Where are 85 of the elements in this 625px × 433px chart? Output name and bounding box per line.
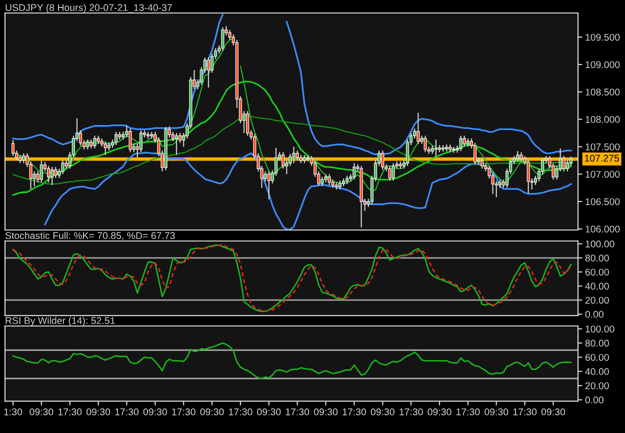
y-tick-label: 60.00 bbox=[585, 354, 609, 361]
candlestick bbox=[104, 140, 107, 156]
y-tick-label: 40.00 bbox=[585, 282, 609, 290]
candlestick bbox=[388, 165, 392, 182]
candlestick bbox=[22, 152, 26, 164]
x-tick-label: 17:30 bbox=[456, 408, 480, 416]
x-tick-label: 09:30 bbox=[200, 408, 224, 416]
candlestick bbox=[520, 152, 523, 162]
y-tick-label: 0.00 bbox=[585, 310, 604, 318]
candlestick bbox=[320, 176, 324, 187]
y-tick-label: 100.00 bbox=[586, 326, 614, 332]
candlestick bbox=[50, 166, 54, 186]
candlestick bbox=[93, 135, 96, 149]
candlestick bbox=[206, 56, 210, 88]
candlestick bbox=[462, 135, 466, 148]
candlestick bbox=[11, 140, 15, 157]
x-tick-label: 09:30 bbox=[314, 408, 338, 416]
y-tick-label: 108.000 bbox=[586, 116, 620, 123]
candlestick bbox=[381, 150, 384, 170]
candlestick bbox=[459, 135, 462, 152]
chart-title: RSI By Wilder (14): 52.51 bbox=[6, 316, 115, 326]
x-tick-label: 1:30 bbox=[4, 408, 22, 416]
candlestick bbox=[473, 142, 477, 166]
y-tick-label: 107.000 bbox=[586, 170, 620, 178]
y-tick-label: 106.000 bbox=[586, 226, 620, 233]
y-tick-label: 100.00 bbox=[586, 240, 614, 248]
candlestick bbox=[480, 157, 484, 170]
y-tick-label: 80.00 bbox=[585, 340, 609, 347]
candlestick bbox=[296, 150, 299, 161]
x-tick-label: 09:30 bbox=[370, 408, 394, 416]
chart-title: USDJPY (8 Hours) 20-07-21_13-40-37 bbox=[6, 4, 172, 13]
ref-line-label: 107.275 bbox=[584, 154, 619, 162]
candlestick bbox=[86, 139, 90, 150]
candlestick bbox=[114, 131, 118, 146]
y-tick-label: 0.00 bbox=[585, 396, 604, 404]
chart-title: Stochastic Full: %K= 70.85, %D= 67.73 bbox=[5, 232, 175, 240]
candlestick bbox=[526, 158, 530, 194]
x-tick-label: 17:30 bbox=[229, 408, 252, 416]
y-tick-label: 108.500 bbox=[586, 88, 620, 96]
x-tick-label: 17:30 bbox=[172, 408, 196, 416]
candlestick bbox=[328, 174, 331, 186]
candlestick bbox=[267, 170, 270, 200]
x-tick-label: 17:30 bbox=[115, 408, 139, 416]
candlestick bbox=[434, 139, 438, 157]
y-tick-label: 106.500 bbox=[586, 198, 620, 206]
candlestick bbox=[352, 162, 356, 180]
candlestick bbox=[264, 170, 267, 182]
candlestick bbox=[221, 26, 224, 52]
candlestick bbox=[128, 128, 132, 153]
candlestick bbox=[246, 110, 250, 136]
x-tick-label: 17:30 bbox=[286, 408, 310, 416]
candlestick bbox=[416, 112, 420, 145]
y-tick-label: 80.00 bbox=[585, 254, 609, 262]
candlestick bbox=[424, 135, 427, 153]
candlestick bbox=[516, 150, 520, 162]
candlestick bbox=[292, 146, 296, 164]
x-tick-label: 09:30 bbox=[30, 408, 54, 416]
x-tick-label: 09:30 bbox=[257, 408, 281, 416]
x-tick-label: 17:30 bbox=[342, 408, 366, 416]
candlestick bbox=[392, 162, 395, 182]
x-tick-label: 09:30 bbox=[541, 408, 566, 416]
y-tick-label: 60.00 bbox=[585, 268, 609, 276]
candlestick bbox=[174, 132, 178, 156]
y-tick-label: 20.00 bbox=[585, 382, 609, 390]
x-tick-label: 17:30 bbox=[513, 408, 537, 416]
y-tick-label: 109.000 bbox=[586, 61, 620, 68]
candlestick bbox=[452, 146, 456, 154]
y-tick-label: 40.00 bbox=[585, 368, 609, 376]
candlestick bbox=[562, 155, 566, 172]
x-tick-label: 17:30 bbox=[58, 408, 82, 416]
y-tick-label: 109.500 bbox=[586, 34, 620, 41]
candlestick bbox=[40, 160, 43, 183]
candlestick bbox=[54, 166, 58, 178]
x-tick-label: 09:30 bbox=[86, 408, 110, 416]
line-series bbox=[12, 244, 572, 312]
candlestick bbox=[61, 160, 64, 175]
x-tick-label: 09:30 bbox=[143, 408, 167, 416]
x-tick-label: 17:30 bbox=[400, 408, 423, 416]
candlestick bbox=[46, 165, 50, 183]
x-tick-label: 09:30 bbox=[428, 408, 452, 416]
x-tick-label: 09:30 bbox=[484, 408, 508, 416]
y-tick-label: 107.500 bbox=[586, 143, 620, 150]
line-series bbox=[12, 342, 572, 380]
candlestick bbox=[566, 160, 570, 172]
y-tick-label: 20.00 bbox=[585, 296, 609, 304]
